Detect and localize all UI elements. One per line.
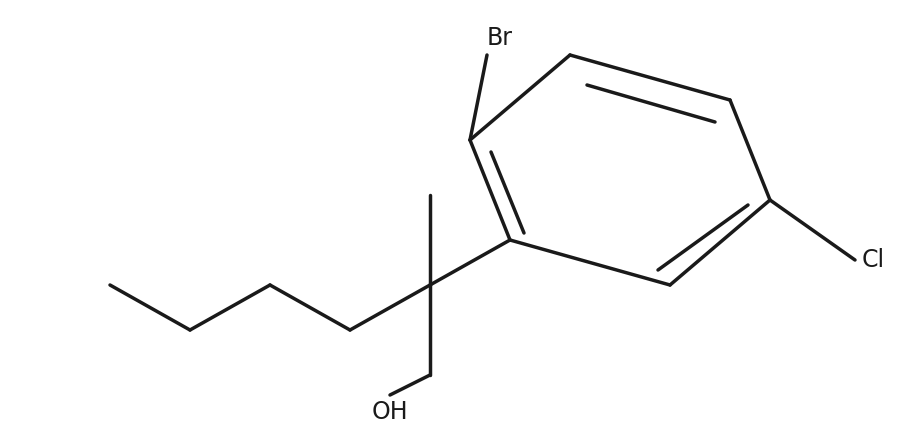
- Text: Cl: Cl: [862, 248, 885, 272]
- Text: Br: Br: [487, 26, 513, 50]
- Text: OH: OH: [371, 400, 409, 424]
